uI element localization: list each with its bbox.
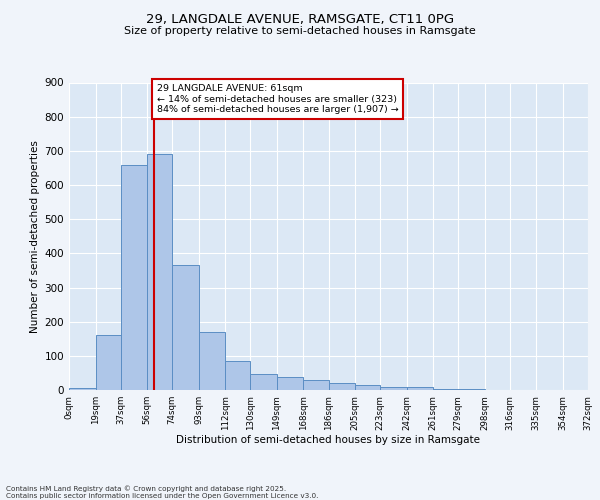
- Bar: [380, 386, 407, 390]
- Text: Size of property relative to semi-detached houses in Ramsgate: Size of property relative to semi-detach…: [124, 26, 476, 36]
- Text: Contains HM Land Registry data © Crown copyright and database right 2025.
Contai: Contains HM Land Registry data © Crown c…: [6, 486, 319, 499]
- Bar: [121, 164, 147, 390]
- Bar: [304, 380, 329, 390]
- Bar: [355, 385, 380, 390]
- Text: 29 LANGDALE AVENUE: 61sqm
← 14% of semi-detached houses are smaller (323)
84% of: 29 LANGDALE AVENUE: 61sqm ← 14% of semi-…: [157, 84, 398, 114]
- Bar: [69, 388, 95, 390]
- Bar: [407, 388, 433, 390]
- Y-axis label: Number of semi-detached properties: Number of semi-detached properties: [31, 140, 40, 332]
- Bar: [433, 388, 458, 390]
- Bar: [329, 383, 355, 390]
- X-axis label: Distribution of semi-detached houses by size in Ramsgate: Distribution of semi-detached houses by …: [176, 436, 481, 446]
- Bar: [225, 361, 250, 390]
- Bar: [147, 154, 172, 390]
- Bar: [199, 332, 225, 390]
- Bar: [250, 374, 277, 390]
- Text: 29, LANGDALE AVENUE, RAMSGATE, CT11 0PG: 29, LANGDALE AVENUE, RAMSGATE, CT11 0PG: [146, 12, 454, 26]
- Bar: [95, 336, 121, 390]
- Bar: [277, 377, 304, 390]
- Bar: [172, 266, 199, 390]
